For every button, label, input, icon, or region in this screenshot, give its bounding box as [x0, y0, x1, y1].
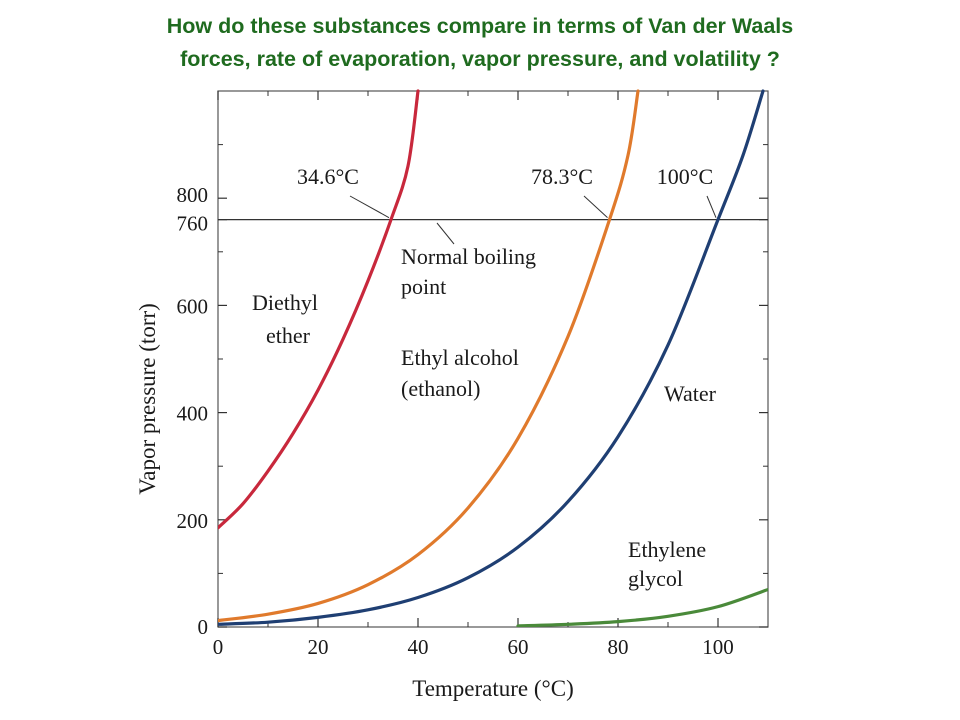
boiling-point-label: 34.6°C [297, 164, 359, 189]
series-line-diethyl-ether [218, 89, 420, 530]
series-label-diethyl-ether: ether [266, 323, 311, 348]
series-line-ethyl-alcohol-ethanol [218, 89, 640, 623]
plot-frame [217, 90, 769, 628]
y-tick-label: 200 [177, 509, 209, 533]
series-label-ethyl-alcohol-ethanol: Ethyl alcohol [401, 345, 519, 370]
series-label-diethyl-ether: Diethyl [252, 290, 318, 315]
slide-heading: How do these substances compare in terms… [0, 10, 960, 76]
normal-boiling-point-label: Normal boiling [401, 244, 536, 269]
y-tick-label: 760 [177, 212, 209, 236]
x-tick-label: 40 [408, 635, 429, 659]
series-label-ethylene-glycol: Ethylene [628, 537, 706, 562]
x-tick-label: 20 [308, 635, 329, 659]
series-label-water: Water [664, 381, 717, 406]
normal-boiling-point-label: point [401, 274, 446, 299]
y-tick-label: 800 [177, 183, 209, 207]
boiling-point-leader [583, 195, 608, 219]
heading-line-1: How do these substances compare in terms… [166, 14, 794, 38]
y-tick-label: 400 [177, 402, 209, 426]
y-tick-label: 600 [177, 294, 209, 318]
y-axis-label: Vapor pressure (torr) [135, 303, 160, 495]
x-tick-label: 80 [608, 635, 629, 659]
x-tick-label: 0 [213, 635, 224, 659]
heading-line-2: forces, rate of evaporation, vapor press… [180, 47, 780, 71]
x-tick-label: 100 [702, 635, 734, 659]
y-tick-label: 0 [198, 615, 209, 639]
series-line-water [218, 89, 765, 626]
boiling-point-label: 78.3°C [531, 164, 593, 189]
series-label-ethyl-alcohol-ethanol: (ethanol) [401, 376, 480, 401]
x-tick-label: 60 [508, 635, 529, 659]
boiling-point-leader [706, 195, 717, 218]
boiling-point-leader [349, 195, 390, 219]
series-label-ethylene-glycol: glycol [628, 566, 683, 591]
series-line-ethylene-glycol [516, 587, 768, 627]
normal-boiling-point-leader [436, 222, 455, 245]
x-axis-label: Temperature (°C) [412, 676, 573, 701]
boiling-point-label: 100°C [657, 164, 713, 189]
